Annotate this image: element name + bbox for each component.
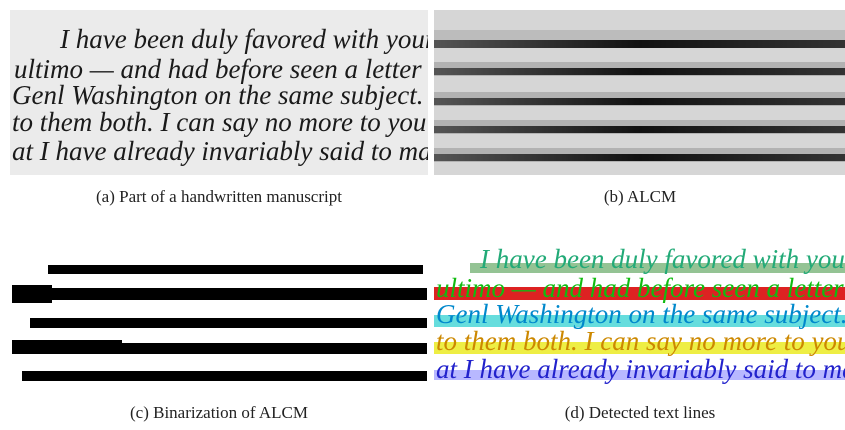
caption: (c) Binarization of ALCM	[130, 403, 308, 422]
caption: (a) Part of a handwritten manuscript	[96, 187, 342, 206]
figure: I have been duly favored with your lette…	[0, 0, 845, 430]
handwriting-line: to them both. I can say no more to you a…	[436, 326, 845, 356]
handwriting-line: at I have already invariably said to man…	[436, 354, 845, 384]
detected-lines-image: I have been duly favored with your lette…	[434, 244, 845, 400]
caption: (b) ALCM	[604, 187, 676, 206]
handwriting-line: I have been duly favored with your lette…	[59, 24, 500, 54]
binarization-image	[12, 265, 427, 381]
handwriting-line: Genl Washington on the same subject. — I	[12, 80, 472, 110]
handwriting-line: Genl Washington on the same subject. — I	[436, 299, 845, 329]
caption: (d) Detected text lines	[565, 403, 716, 422]
alcm-image	[434, 10, 845, 175]
page: I have been duly favored with your lette…	[0, 0, 845, 430]
handwriting-line: I have been duly favored with your lette…	[479, 244, 845, 274]
